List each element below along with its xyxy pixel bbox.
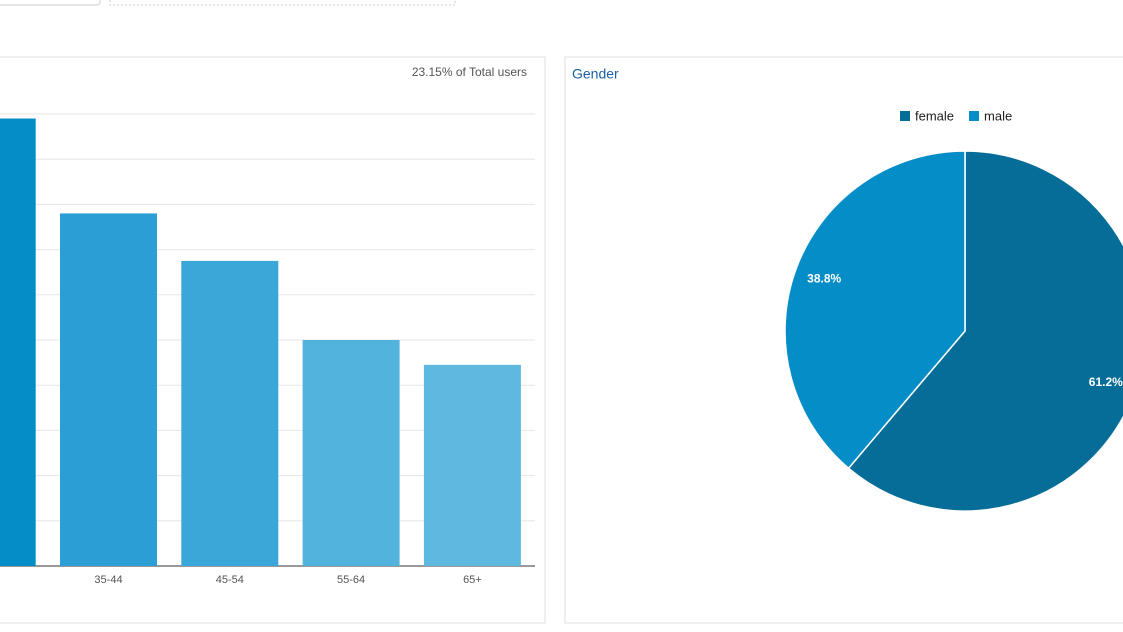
x-tick-label: 65+ xyxy=(463,574,482,586)
chart-title: Gender xyxy=(572,66,619,82)
bar xyxy=(181,260,279,566)
slice-label: 38.8% xyxy=(807,271,841,285)
x-tick-label: 55-64 xyxy=(337,574,365,586)
x-tick-label: 35-44 xyxy=(94,574,122,586)
button-outline[interactable] xyxy=(0,0,101,6)
bar xyxy=(60,213,157,566)
bar xyxy=(302,340,400,566)
segment-box[interactable] xyxy=(109,0,456,6)
legend-swatch xyxy=(900,111,910,121)
pie-slice xyxy=(784,150,966,470)
x-tick-label: 45-54 xyxy=(216,574,244,586)
bar xyxy=(0,118,36,567)
total-users-note: 23.15% of Total users xyxy=(412,65,527,79)
pie-slice xyxy=(847,150,1123,512)
slice-label: 61.2% xyxy=(1089,375,1123,389)
legend-swatch xyxy=(969,111,980,121)
bar xyxy=(423,364,521,566)
legend-label: female xyxy=(915,108,954,123)
legend-label: male xyxy=(984,108,1012,123)
